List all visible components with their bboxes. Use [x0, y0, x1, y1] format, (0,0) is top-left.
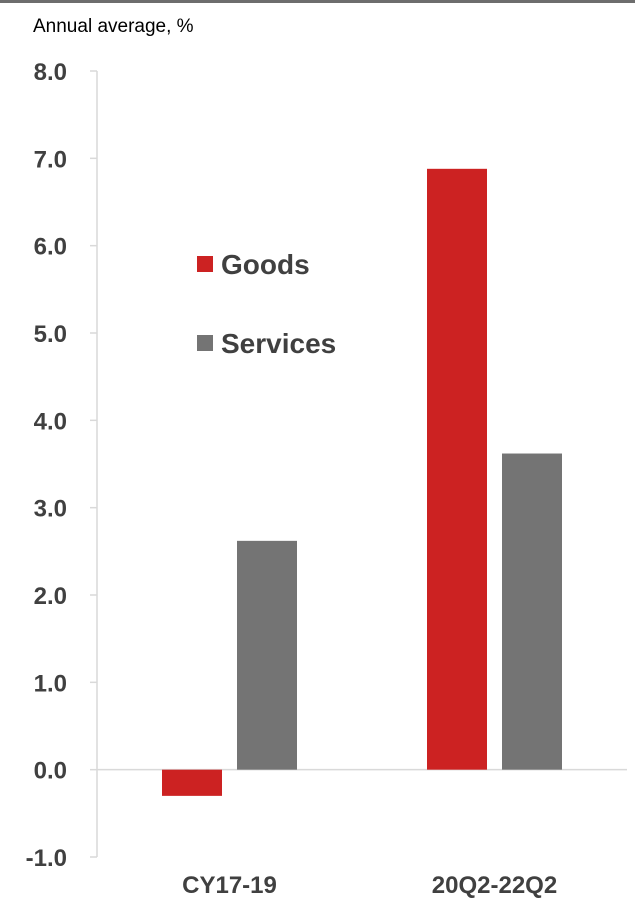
legend-label-goods: Goods	[221, 249, 310, 280]
y-tick-label: 3.0	[34, 496, 67, 523]
bar-goods-1	[427, 168, 487, 770]
legend-label-services: Services	[221, 328, 336, 359]
bar-services-1	[502, 453, 562, 770]
y-tick-label: 0.0	[34, 758, 67, 785]
units-label: Annual average, %	[33, 16, 194, 37]
legend-swatch-goods	[197, 256, 213, 272]
x-tick-label: CY17-19	[182, 872, 277, 899]
y-tick-label: 7.0	[34, 146, 67, 173]
y-tick-label: -1.0	[26, 845, 67, 872]
bars	[162, 168, 562, 796]
y-tick-label: 1.0	[34, 670, 67, 697]
x-tick-label: 20Q2-22Q2	[432, 872, 557, 899]
y-tick-label: 8.0	[34, 59, 67, 86]
y-tick-label: 6.0	[34, 234, 67, 261]
y-tick-label: 2.0	[34, 583, 67, 610]
y-tick-label: 5.0	[34, 321, 67, 348]
top-rule	[0, 0, 635, 3]
x-tick-labels: CY17-19 20Q2-22Q2	[182, 872, 557, 899]
bar-goods-0	[162, 769, 222, 796]
legend: Goods Services	[197, 249, 336, 359]
y-tick-label: 4.0	[34, 408, 67, 435]
y-axis: 8.0 7.0 6.0 5.0 4.0 3.0 2.0 1.0 0.0 -1.0	[26, 59, 98, 872]
bar-services-0	[237, 540, 297, 770]
legend-swatch-services	[197, 335, 213, 351]
